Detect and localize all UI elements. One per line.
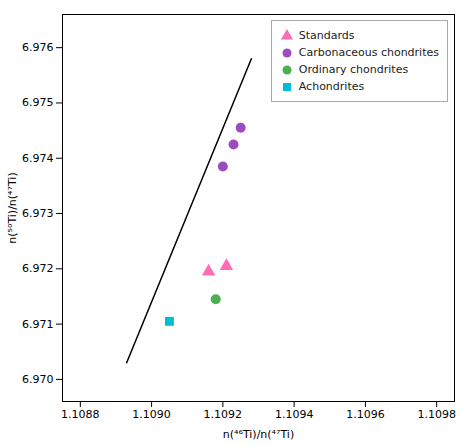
svg-text:6.972: 6.972 xyxy=(22,262,54,275)
svg-text:1.1094: 1.1094 xyxy=(275,408,314,421)
svg-text:6.974: 6.974 xyxy=(22,152,54,165)
svg-text:6.973: 6.973 xyxy=(22,207,54,220)
html-text:Carbonaceous chondrites: Carbonaceous chondrites xyxy=(298,46,439,59)
html-text:Ordinary chondrites: Ordinary chondrites xyxy=(298,63,409,76)
svg-text:6.975: 6.975 xyxy=(22,96,54,109)
svg-text:6.971: 6.971 xyxy=(22,318,54,331)
svg-text:n(⁴⁶Ti)/n(⁴⁷Ti): n(⁴⁶Ti)/n(⁴⁷Ti) xyxy=(223,428,294,441)
svg-text:6.970: 6.970 xyxy=(22,373,54,386)
svg-text:1.1092: 1.1092 xyxy=(204,408,243,421)
svg-text:1.1090: 1.1090 xyxy=(132,408,171,421)
svg-text:6.976: 6.976 xyxy=(22,41,54,54)
html-text:Standards: Standards xyxy=(298,29,355,42)
svg-text:1.1098: 1.1098 xyxy=(417,408,456,421)
svg-text:1.1096: 1.1096 xyxy=(346,408,385,421)
svg-text:n(⁵⁰Ti)/n(⁴⁷Ti): n(⁵⁰Ti)/n(⁴⁷Ti) xyxy=(6,172,19,243)
svg-text:1.1088: 1.1088 xyxy=(61,408,100,421)
html-text:Achondrites: Achondrites xyxy=(298,80,365,93)
